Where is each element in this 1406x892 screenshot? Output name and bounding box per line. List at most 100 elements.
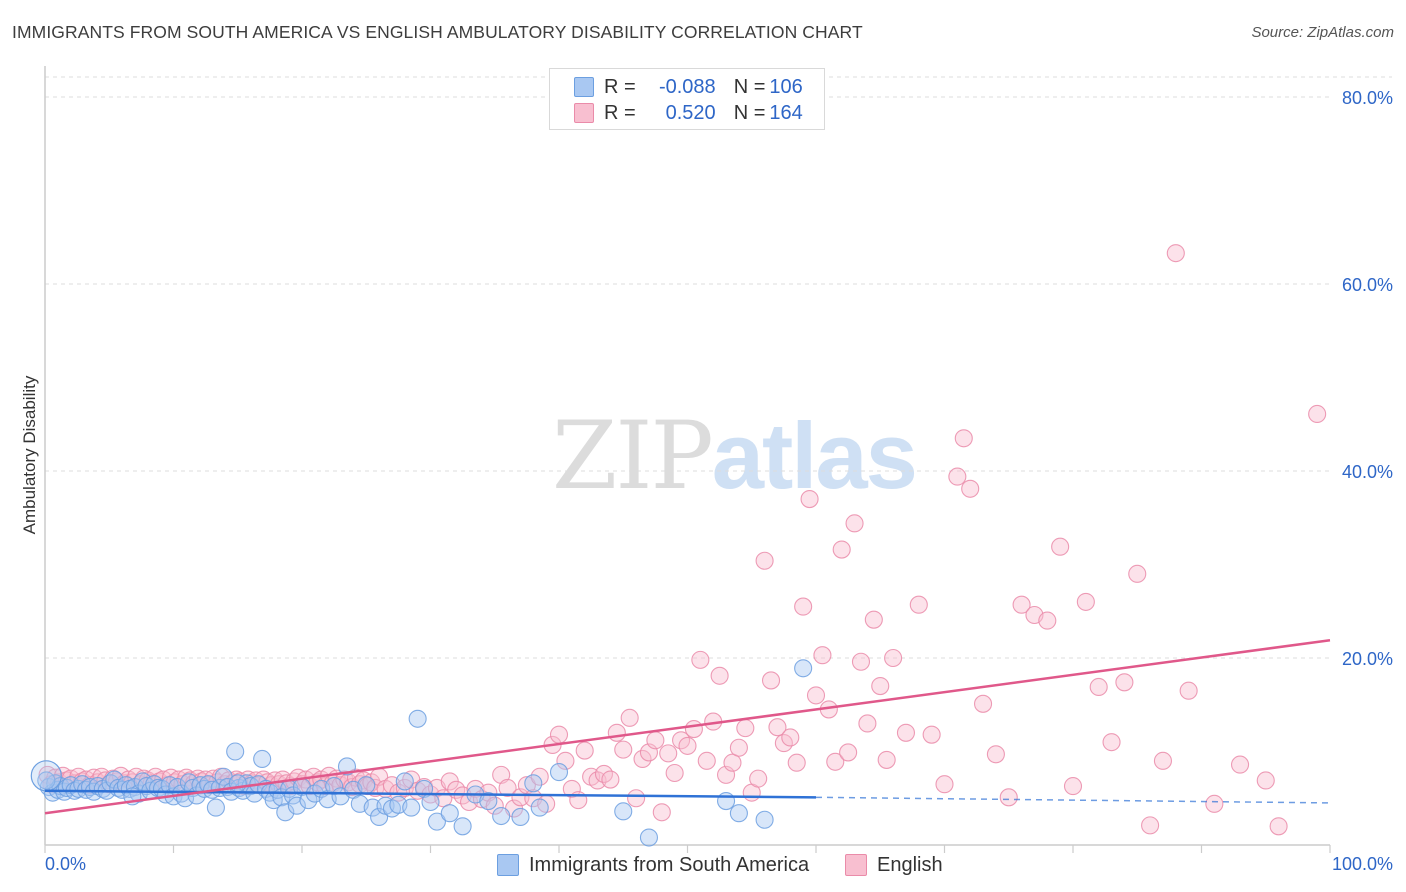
data-point-english (556, 751, 575, 770)
data-point-english (806, 686, 826, 705)
data-point-english (729, 738, 748, 757)
trendline-south-america-extension (815, 796, 1331, 804)
data-point-english (1308, 404, 1327, 424)
data-point-english (665, 763, 684, 783)
data-point-english (813, 646, 832, 665)
data-point-english (678, 736, 697, 755)
data-point-english (871, 676, 890, 696)
data-point-english (1256, 771, 1275, 790)
data-point-south-america (357, 776, 376, 795)
series-name-blue: Immigrants from South America (529, 853, 810, 876)
data-point-english (588, 771, 607, 790)
data-point-english (922, 725, 941, 744)
chart-title: IMMIGRANTS FROM SOUTH AMERICA VS ENGLISH… (12, 22, 863, 42)
data-point-south-america (408, 709, 427, 728)
series-swatch-pink (845, 854, 867, 876)
y-tick-label: 20.0% (1342, 649, 1393, 669)
data-point-english (620, 708, 639, 727)
legend-row-pink: R = 0.520 N = 164 (574, 101, 803, 125)
data-point-english (633, 749, 652, 769)
data-point-english (1115, 673, 1134, 692)
data-point-south-america (402, 798, 421, 817)
data-point-south-america (549, 763, 569, 782)
data-point-south-america (755, 810, 774, 829)
data-point-english (492, 765, 511, 784)
data-point-english (652, 803, 671, 822)
data-point-english (948, 467, 967, 486)
data-point-south-america (530, 798, 549, 817)
data-point-south-america (299, 791, 318, 810)
data-point-south-america (287, 796, 306, 815)
data-point-english (986, 745, 1005, 764)
legend-n-value-blue: 106 (769, 75, 803, 98)
data-point-south-america (226, 742, 245, 761)
data-point-english (1089, 677, 1108, 697)
series-swatch-blue (497, 854, 519, 876)
series-legend-pink: English (845, 851, 943, 879)
x-tick-label: 100.0% (1332, 854, 1393, 874)
watermark-atlas: atlas (711, 403, 918, 508)
data-point-english (864, 610, 883, 629)
data-point-english (1231, 755, 1250, 774)
data-point-english (1269, 817, 1288, 836)
legend-n-label: N = (733, 75, 766, 98)
data-point-english (954, 429, 973, 448)
data-point-english (607, 723, 626, 742)
legend-row-blue: R = -0.088 N = 106 (574, 75, 803, 99)
data-point-english (697, 751, 716, 770)
correlation-legend: R = -0.088 N = 106 R = 0.520 N = 164 (549, 68, 825, 130)
data-point-english (935, 775, 954, 794)
data-point-english (781, 728, 800, 747)
data-point-south-america (453, 817, 472, 836)
data-point-english (839, 743, 858, 762)
data-point-english (646, 731, 665, 750)
data-point-english (826, 752, 845, 771)
data-point-english (1153, 751, 1172, 770)
data-point-english (794, 597, 813, 616)
data-point-english (549, 725, 569, 744)
legend-r-value-blue: -0.088 (658, 75, 716, 98)
data-point-english (1038, 611, 1057, 630)
data-point-south-america (729, 804, 748, 823)
data-point-english (684, 720, 703, 739)
data-point-english (614, 740, 633, 759)
data-point-south-america (492, 806, 511, 826)
data-point-south-america (639, 828, 659, 847)
data-point-english (1051, 537, 1070, 556)
data-point-english (627, 789, 646, 808)
data-point-english (530, 767, 549, 786)
y-axis-label: Ambulatory Disability (20, 375, 39, 535)
watermark-zip: ZIP (552, 402, 714, 511)
data-point-english (896, 723, 916, 742)
data-point-english (1102, 733, 1121, 752)
x-tick-label: 0.0% (45, 854, 86, 874)
data-point-english (884, 648, 903, 668)
data-point-south-america (421, 792, 440, 812)
data-point-english (877, 750, 896, 769)
data-point-english (498, 778, 517, 798)
data-point-english (909, 595, 928, 614)
data-point-english (659, 744, 678, 763)
data-point-south-america (253, 749, 272, 769)
data-point-south-america (276, 803, 295, 822)
data-point-english (787, 753, 806, 772)
data-point-english (851, 652, 871, 671)
data-point-english (1166, 244, 1185, 263)
series-name-pink: English (877, 853, 943, 876)
data-point-english (562, 779, 581, 798)
data-point-south-america (479, 792, 498, 811)
data-point-south-america (105, 770, 124, 789)
trendline-south-america (44, 789, 817, 799)
y-tick-label: 60.0% (1342, 275, 1393, 295)
data-point-south-america (440, 804, 459, 823)
legend-swatch-blue (574, 77, 594, 97)
data-point-english (1205, 794, 1224, 813)
data-point-south-america (37, 771, 56, 790)
data-point-english (761, 671, 781, 690)
data-point-english (961, 479, 980, 498)
data-point-english (1141, 816, 1160, 835)
data-point-english (1128, 564, 1147, 583)
data-point-south-america (206, 798, 225, 817)
data-point-south-america (427, 812, 446, 831)
